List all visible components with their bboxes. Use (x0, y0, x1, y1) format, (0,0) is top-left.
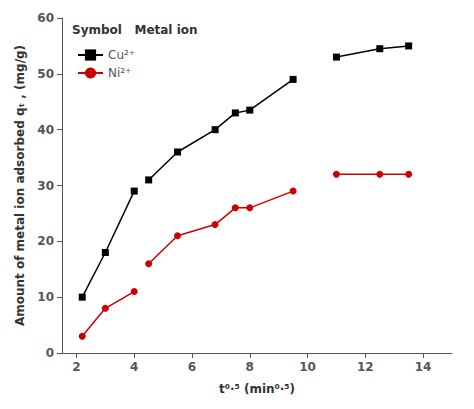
svg-text:4: 4 (130, 360, 138, 374)
svg-text:50: 50 (37, 67, 54, 81)
svg-text:40: 40 (37, 123, 54, 137)
svg-text:10: 10 (37, 290, 54, 304)
svg-text:8: 8 (246, 360, 254, 374)
svg-text:6: 6 (188, 360, 196, 374)
svg-text:12: 12 (357, 360, 374, 374)
svg-text:14: 14 (415, 360, 432, 374)
svg-text:t⁰·⁵ (min⁰·⁵): t⁰·⁵ (min⁰·⁵) (219, 382, 295, 396)
svg-text:Ni²⁺: Ni²⁺ (108, 66, 131, 80)
svg-text:20: 20 (37, 234, 54, 248)
svg-text:60: 60 (37, 11, 54, 25)
svg-text:10: 10 (299, 360, 316, 374)
svg-text:2: 2 (72, 360, 80, 374)
svg-text:Cu²⁺: Cu²⁺ (108, 48, 135, 62)
svg-text:0: 0 (46, 346, 54, 360)
svg-text:Symbol Metal ion: Symbol Metal ion (72, 23, 198, 37)
svg-text:30: 30 (37, 179, 54, 193)
svg-text:Amount of metal ion adsorbed q: Amount of metal ion adsorbed qₜ , (mg/g) (13, 45, 27, 326)
